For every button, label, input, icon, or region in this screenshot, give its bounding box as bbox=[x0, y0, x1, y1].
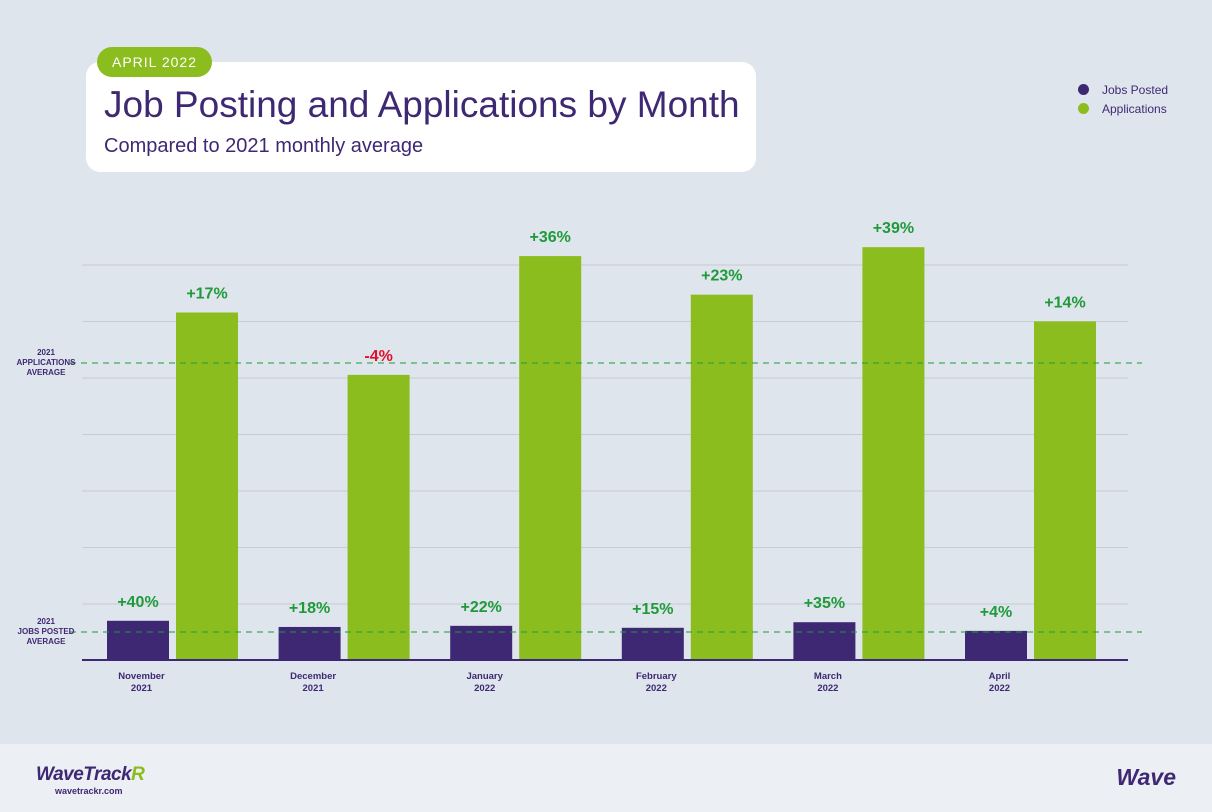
bar-chart: +40%+17%November2021+18%-4%December2021+… bbox=[17, 220, 1142, 694]
x-tick-label-year: 2022 bbox=[474, 683, 495, 694]
x-tick-label-year: 2021 bbox=[131, 683, 153, 694]
applications-average-label: APPLICATIONS bbox=[17, 358, 77, 367]
data-label-applications: -4% bbox=[364, 348, 392, 365]
legend: Jobs Posted Applications bbox=[1078, 80, 1168, 118]
data-label-jobs-posted: +40% bbox=[117, 594, 158, 611]
applications-average-label: 2021 bbox=[37, 348, 55, 357]
x-tick-label-year: 2022 bbox=[989, 683, 1010, 694]
data-label-applications: +36% bbox=[530, 229, 571, 246]
legend-swatch-applications bbox=[1078, 103, 1089, 114]
x-tick-label-year: 2022 bbox=[817, 683, 838, 694]
brand-accent: R bbox=[131, 764, 145, 785]
x-tick-label-month: January bbox=[466, 671, 503, 682]
bar-jobs-posted bbox=[450, 625, 513, 660]
jobs-posted-average-label: 2021 bbox=[37, 617, 55, 626]
data-label-jobs-posted: +35% bbox=[804, 595, 845, 612]
bar-applications bbox=[862, 247, 925, 661]
legend-item-jobs-posted: Jobs Posted bbox=[1078, 80, 1168, 99]
data-label-applications: +14% bbox=[1044, 294, 1085, 311]
jobs-posted-average-label: JOBS POSTED bbox=[18, 627, 75, 636]
bar-applications bbox=[347, 374, 410, 660]
data-label-jobs-posted: +4% bbox=[980, 604, 1012, 621]
data-label-jobs-posted: +22% bbox=[461, 599, 502, 616]
x-tick-label-year: 2021 bbox=[303, 683, 325, 694]
chart-subtitle: Compared to 2021 monthly average bbox=[104, 135, 424, 157]
wave-logo: Wave bbox=[1116, 764, 1176, 790]
x-tick-label-year: 2022 bbox=[646, 683, 667, 694]
brand-url: wavetrackr.com bbox=[55, 786, 123, 796]
data-label-applications: +39% bbox=[873, 220, 914, 237]
x-tick-label-month: March bbox=[814, 671, 842, 682]
bar-applications bbox=[1034, 321, 1096, 660]
jobs-posted-average-label: AVERAGE bbox=[27, 637, 67, 646]
legend-label-applications: Applications bbox=[1102, 101, 1167, 116]
wavetrackr-logo: WaveTrackR bbox=[36, 764, 145, 786]
bar-jobs-posted bbox=[793, 622, 856, 660]
data-label-applications: +17% bbox=[186, 286, 227, 303]
x-tick-label-month: February bbox=[636, 671, 677, 682]
bar-jobs-posted bbox=[278, 626, 341, 660]
data-label-applications: +23% bbox=[701, 268, 742, 285]
bar-applications bbox=[176, 312, 238, 660]
title-card bbox=[86, 62, 756, 172]
legend-label-jobs-posted: Jobs Posted bbox=[1102, 82, 1169, 97]
x-tick-label-month: April bbox=[989, 671, 1011, 682]
legend-swatch-jobs-posted bbox=[1078, 84, 1089, 95]
applications-average-label: AVERAGE bbox=[27, 368, 67, 377]
bar-jobs-posted bbox=[965, 630, 1027, 660]
x-tick-label-month: November bbox=[118, 671, 165, 682]
bar-jobs-posted bbox=[107, 620, 169, 660]
bar-jobs-posted bbox=[621, 627, 684, 660]
bar-applications bbox=[690, 294, 753, 660]
data-label-jobs-posted: +18% bbox=[289, 600, 330, 617]
bar-applications bbox=[519, 256, 582, 660]
date-badge: APRIL 2022 bbox=[97, 47, 212, 77]
footer: WaveTrackR wavetrackr.com Wave bbox=[0, 744, 1212, 812]
legend-item-applications: Applications bbox=[1078, 99, 1168, 118]
x-tick-label-month: December bbox=[290, 671, 336, 682]
data-label-jobs-posted: +15% bbox=[632, 601, 673, 618]
brand-name: WaveTrack bbox=[36, 764, 132, 785]
chart-title: Job Posting and Applications by Month bbox=[104, 84, 740, 125]
